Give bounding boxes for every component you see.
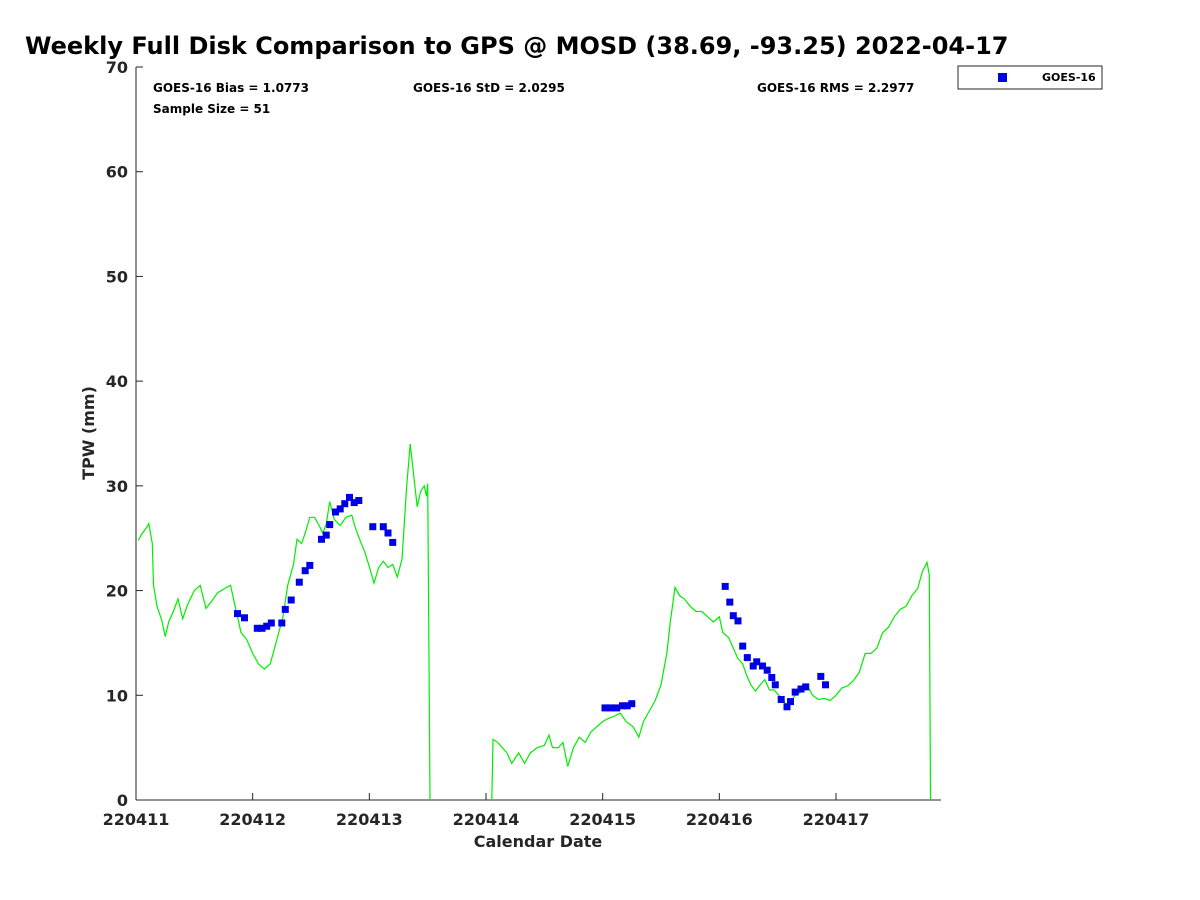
goes16-point <box>263 622 271 630</box>
goes16-point <box>753 658 761 666</box>
goes16-point <box>346 493 353 501</box>
goes16-point <box>306 561 314 569</box>
goes16-point <box>768 674 776 681</box>
stat-bias: GOES-16 Bias = 1.0773 <box>153 81 309 95</box>
goes16-point <box>336 505 344 513</box>
goes16-point <box>295 578 303 586</box>
x-tick-label: 220414 <box>453 810 520 829</box>
goes16-point <box>301 567 309 575</box>
gps-line-layer <box>137 443 932 801</box>
goes16-point <box>332 508 339 516</box>
goes16-point <box>267 619 275 627</box>
goes16-point <box>619 702 626 710</box>
goes16-point <box>241 614 248 622</box>
legend-label-goes16: GOES-16 <box>1042 71 1096 84</box>
goes16-point <box>601 704 609 712</box>
goes16-point <box>777 696 785 703</box>
x-tick-label: 220416 <box>686 810 753 829</box>
stat-rms: GOES-16 RMS = 2.2977 <box>757 81 914 95</box>
goes16-point <box>278 619 286 627</box>
goes16-point <box>791 688 799 696</box>
goes16-point <box>726 598 734 606</box>
goes16-point <box>759 662 766 670</box>
goes16-point <box>721 582 729 590</box>
goes16-point <box>607 704 615 712</box>
x-tick-label: 220417 <box>803 810 870 829</box>
goes16-point <box>379 523 387 531</box>
legend-box <box>957 65 1103 90</box>
goes16-point <box>322 531 330 539</box>
goes16-point <box>783 703 791 711</box>
y-tick-label: 40 <box>106 372 128 391</box>
goes16-point <box>739 642 747 650</box>
goes16-point <box>734 617 742 625</box>
goes16-point <box>623 702 631 710</box>
goes16-point <box>822 681 829 689</box>
legend: GOES-16 <box>957 65 1103 90</box>
goes16-point <box>817 672 825 680</box>
gps-tpw-line <box>491 560 932 801</box>
goes16-point <box>341 500 349 508</box>
y-tick-label: 10 <box>106 686 128 705</box>
goes16-point <box>771 681 779 689</box>
goes16-point <box>234 610 241 618</box>
y-tick-label: 0 <box>117 791 128 810</box>
y-tick-label: 20 <box>106 582 128 601</box>
goes16-point <box>355 497 363 504</box>
goes16-point <box>613 704 621 712</box>
goes16-point <box>258 624 266 632</box>
goes16-point <box>763 666 771 674</box>
x-tick-label: 220411 <box>103 810 170 829</box>
goes16-point <box>384 529 392 537</box>
y-tick-label: 50 <box>106 267 128 286</box>
x-tick-label: 220412 <box>219 810 286 829</box>
y-tick-label: 70 <box>106 58 128 77</box>
goes16-point <box>802 683 810 691</box>
x-tick-label: 220413 <box>336 810 403 829</box>
x-tick-label: 220415 <box>569 810 636 829</box>
y-axis-label: TPW (mm) <box>79 386 98 480</box>
goes16-point <box>787 698 794 706</box>
goes16-point <box>369 523 377 531</box>
goes-points-layer <box>234 493 829 712</box>
legend-marker-goes16 <box>998 73 1007 82</box>
goes16-point <box>797 685 805 693</box>
stat-sample-size: Sample Size = 51 <box>153 102 270 116</box>
goes16-point <box>749 662 757 670</box>
axes: 0 10 20 30 40 50 60 70 220411 220412 220413 220414 2… <box>103 58 941 829</box>
goes16-point <box>281 605 289 613</box>
goes16-point <box>350 499 358 507</box>
goes16-point <box>743 654 751 662</box>
gps-tpw-line <box>137 443 431 801</box>
goes16-point <box>253 624 261 632</box>
x-axis-label: Calendar Date <box>474 832 603 851</box>
goes16-point <box>287 596 295 604</box>
goes16-point <box>326 521 334 529</box>
goes16-point <box>318 535 325 543</box>
y-tick-label: 30 <box>106 477 128 496</box>
goes16-point <box>389 538 397 546</box>
goes16-point <box>628 700 636 708</box>
chart-title: Weekly Full Disk Comparison to GPS @ MOS… <box>25 32 1008 60</box>
stat-std: GOES-16 StD = 2.0295 <box>413 81 565 95</box>
y-tick-label: 60 <box>106 163 128 182</box>
goes16-point <box>729 612 737 620</box>
